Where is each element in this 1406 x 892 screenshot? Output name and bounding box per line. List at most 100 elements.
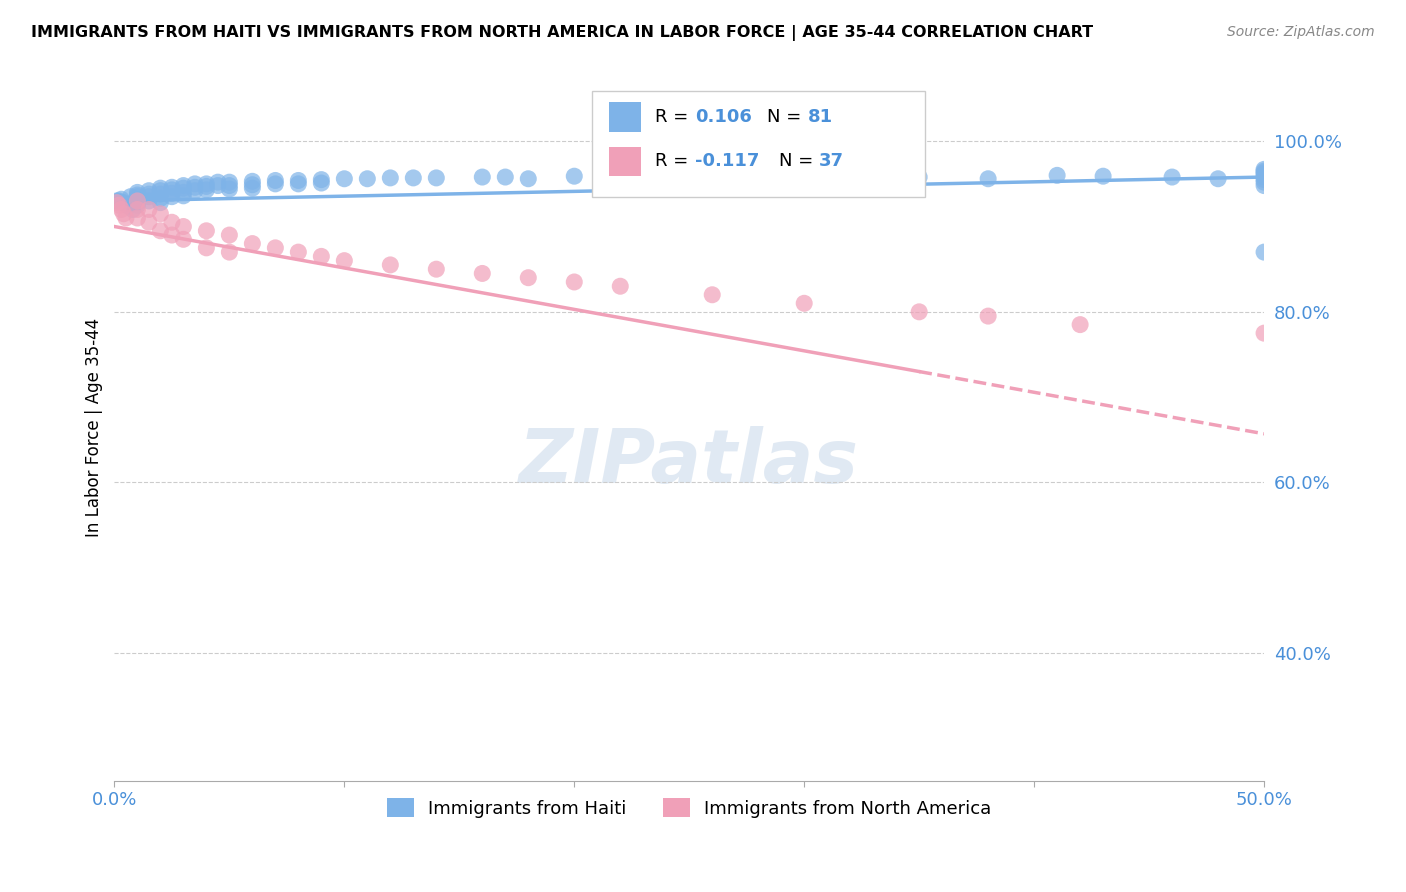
Point: [1253, 164, 1275, 178]
Point: [218, 228, 240, 243]
Text: N =: N =: [779, 153, 818, 170]
Point: [908, 169, 931, 184]
Point: [425, 170, 447, 185]
Point: [793, 296, 815, 310]
Point: [793, 169, 815, 183]
Point: [977, 171, 1000, 186]
Point: [1253, 175, 1275, 189]
Point: [839, 169, 862, 184]
FancyBboxPatch shape: [592, 91, 925, 197]
Point: [195, 177, 218, 191]
Point: [115, 197, 138, 211]
Point: [562, 169, 585, 184]
Point: [138, 215, 160, 229]
Point: [138, 194, 160, 208]
Point: [240, 181, 263, 195]
Point: [149, 207, 172, 221]
Text: -0.117: -0.117: [695, 153, 759, 170]
Point: [471, 169, 494, 184]
Point: [1092, 169, 1115, 184]
Point: [264, 177, 287, 191]
Point: [149, 224, 172, 238]
Point: [1046, 169, 1069, 183]
Point: [184, 180, 207, 194]
Point: [115, 211, 138, 225]
Point: [110, 202, 132, 217]
Point: [160, 183, 183, 197]
Point: [655, 169, 678, 184]
Point: [149, 184, 172, 198]
Point: [517, 171, 540, 186]
Point: [138, 184, 160, 198]
Point: [195, 224, 218, 238]
Point: [127, 211, 149, 225]
Point: [195, 183, 218, 197]
Point: [1253, 162, 1275, 177]
Point: [380, 258, 402, 272]
Point: [333, 171, 356, 186]
Point: [127, 192, 149, 206]
Point: [110, 192, 132, 206]
Point: [112, 207, 135, 221]
Point: [195, 179, 218, 194]
Point: [105, 194, 128, 208]
Point: [117, 199, 139, 213]
Point: [160, 180, 183, 194]
Point: [562, 275, 585, 289]
Point: [172, 181, 194, 195]
Point: [977, 309, 1000, 323]
Text: 81: 81: [807, 108, 832, 126]
Text: IMMIGRANTS FROM HAITI VS IMMIGRANTS FROM NORTH AMERICA IN LABOR FORCE | AGE 35-4: IMMIGRANTS FROM HAITI VS IMMIGRANTS FROM…: [31, 25, 1092, 41]
Point: [218, 175, 240, 189]
Point: [127, 195, 149, 210]
Text: Source: ZipAtlas.com: Source: ZipAtlas.com: [1227, 25, 1375, 39]
Point: [127, 189, 149, 203]
Point: [120, 189, 142, 203]
Point: [112, 195, 135, 210]
Point: [287, 173, 309, 187]
Point: [149, 181, 172, 195]
Point: [138, 189, 160, 203]
Point: [172, 178, 194, 193]
Point: [702, 170, 724, 185]
Point: [471, 267, 494, 281]
Text: 0.106: 0.106: [695, 108, 752, 126]
Point: [402, 170, 425, 185]
FancyBboxPatch shape: [609, 102, 641, 132]
Point: [149, 191, 172, 205]
Point: [517, 270, 540, 285]
Point: [207, 178, 229, 193]
Legend: Immigrants from Haiti, Immigrants from North America: Immigrants from Haiti, Immigrants from N…: [380, 791, 998, 825]
Point: [138, 202, 160, 217]
Text: R =: R =: [655, 153, 693, 170]
Point: [127, 202, 149, 217]
Point: [1123, 241, 1146, 255]
Point: [127, 194, 149, 208]
Point: [160, 189, 183, 203]
Point: [1069, 318, 1091, 332]
Point: [1253, 168, 1275, 182]
Point: [311, 172, 333, 186]
Point: [160, 215, 183, 229]
Point: [149, 187, 172, 202]
Point: [1253, 172, 1275, 186]
Point: [149, 195, 172, 210]
Point: [160, 186, 183, 201]
Point: [138, 187, 160, 202]
Point: [609, 169, 631, 184]
Point: [311, 249, 333, 263]
Point: [195, 241, 218, 255]
Text: R =: R =: [655, 108, 693, 126]
Text: ZIPatlas: ZIPatlas: [519, 425, 859, 499]
Point: [218, 182, 240, 196]
Point: [240, 178, 263, 192]
Point: [172, 219, 194, 234]
Point: [287, 177, 309, 191]
Point: [1161, 169, 1184, 184]
Point: [747, 171, 769, 186]
Point: [172, 189, 194, 203]
Point: [121, 202, 143, 217]
Point: [218, 245, 240, 260]
Point: [160, 228, 183, 243]
Text: N =: N =: [768, 108, 807, 126]
